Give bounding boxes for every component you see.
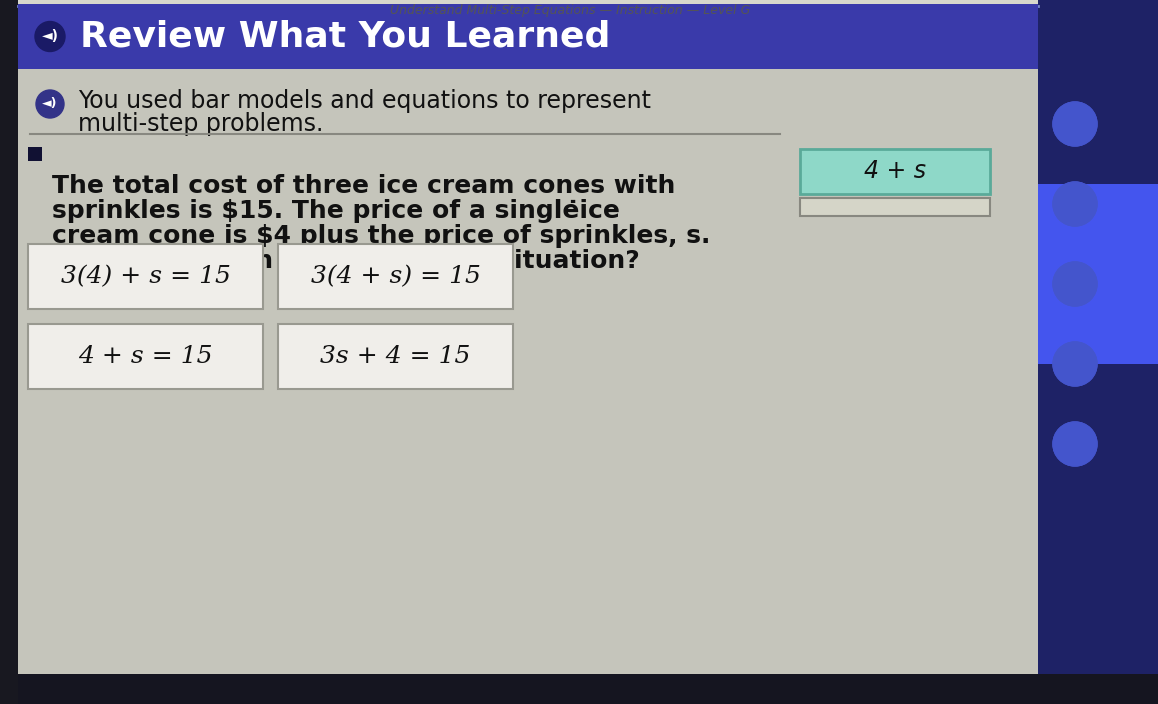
Bar [800, 149, 990, 194]
Bar [28, 324, 263, 389]
Circle shape [1053, 422, 1097, 466]
Text: cream cone is $4 plus the price of sprinkles, s.: cream cone is $4 plus the price of sprin… [52, 224, 710, 248]
Circle shape [35, 22, 65, 51]
Text: Which equation represents the situation?: Which equation represents the situation? [52, 249, 639, 273]
Bar [19, 0, 1038, 4]
Text: multi-step problems.: multi-step problems. [78, 112, 323, 136]
Bar [19, 0, 1038, 674]
Bar [278, 324, 513, 389]
Circle shape [1053, 182, 1097, 226]
Circle shape [1053, 422, 1097, 466]
Bar [1038, 0, 1158, 674]
Circle shape [1053, 342, 1097, 386]
Text: The total cost of three ice cream cones with: The total cost of three ice cream cones … [52, 174, 675, 198]
Text: 3(4) + s = 15: 3(4) + s = 15 [60, 265, 230, 288]
Circle shape [1053, 262, 1097, 306]
Text: ◄): ◄) [42, 30, 59, 44]
Bar [950, 0, 1158, 54]
Text: Review What You Learned: Review What You Learned [80, 20, 610, 54]
Circle shape [1053, 262, 1097, 306]
Text: ◄): ◄) [42, 97, 58, 111]
Bar [800, 198, 990, 216]
Bar [28, 147, 42, 161]
Text: 3s + 4 = 15: 3s + 4 = 15 [321, 345, 470, 368]
Text: You used bar models and equations to represent: You used bar models and equations to rep… [78, 89, 651, 113]
Text: sprinkles is $15. The price of a singlėice: sprinkles is $15. The price of a singlė… [52, 199, 620, 223]
Bar [1038, 184, 1158, 364]
Bar [278, 244, 513, 309]
Circle shape [1053, 102, 1097, 146]
Bar [28, 244, 263, 309]
Text: 3(4 + s) = 15: 3(4 + s) = 15 [310, 265, 481, 288]
Circle shape [36, 90, 64, 118]
Circle shape [1053, 342, 1097, 386]
Bar [19, 4, 1038, 69]
Circle shape [1053, 102, 1097, 146]
Text: Understand Multi-Step Equations — Instruction — Level G: Understand Multi-Step Equations — Instru… [390, 4, 750, 17]
Circle shape [1053, 182, 1097, 226]
Bar [0, 674, 1158, 704]
Text: 4 + s = 15: 4 + s = 15 [79, 345, 213, 368]
Bar [0, 0, 19, 704]
Text: 4 + s: 4 + s [864, 160, 926, 184]
